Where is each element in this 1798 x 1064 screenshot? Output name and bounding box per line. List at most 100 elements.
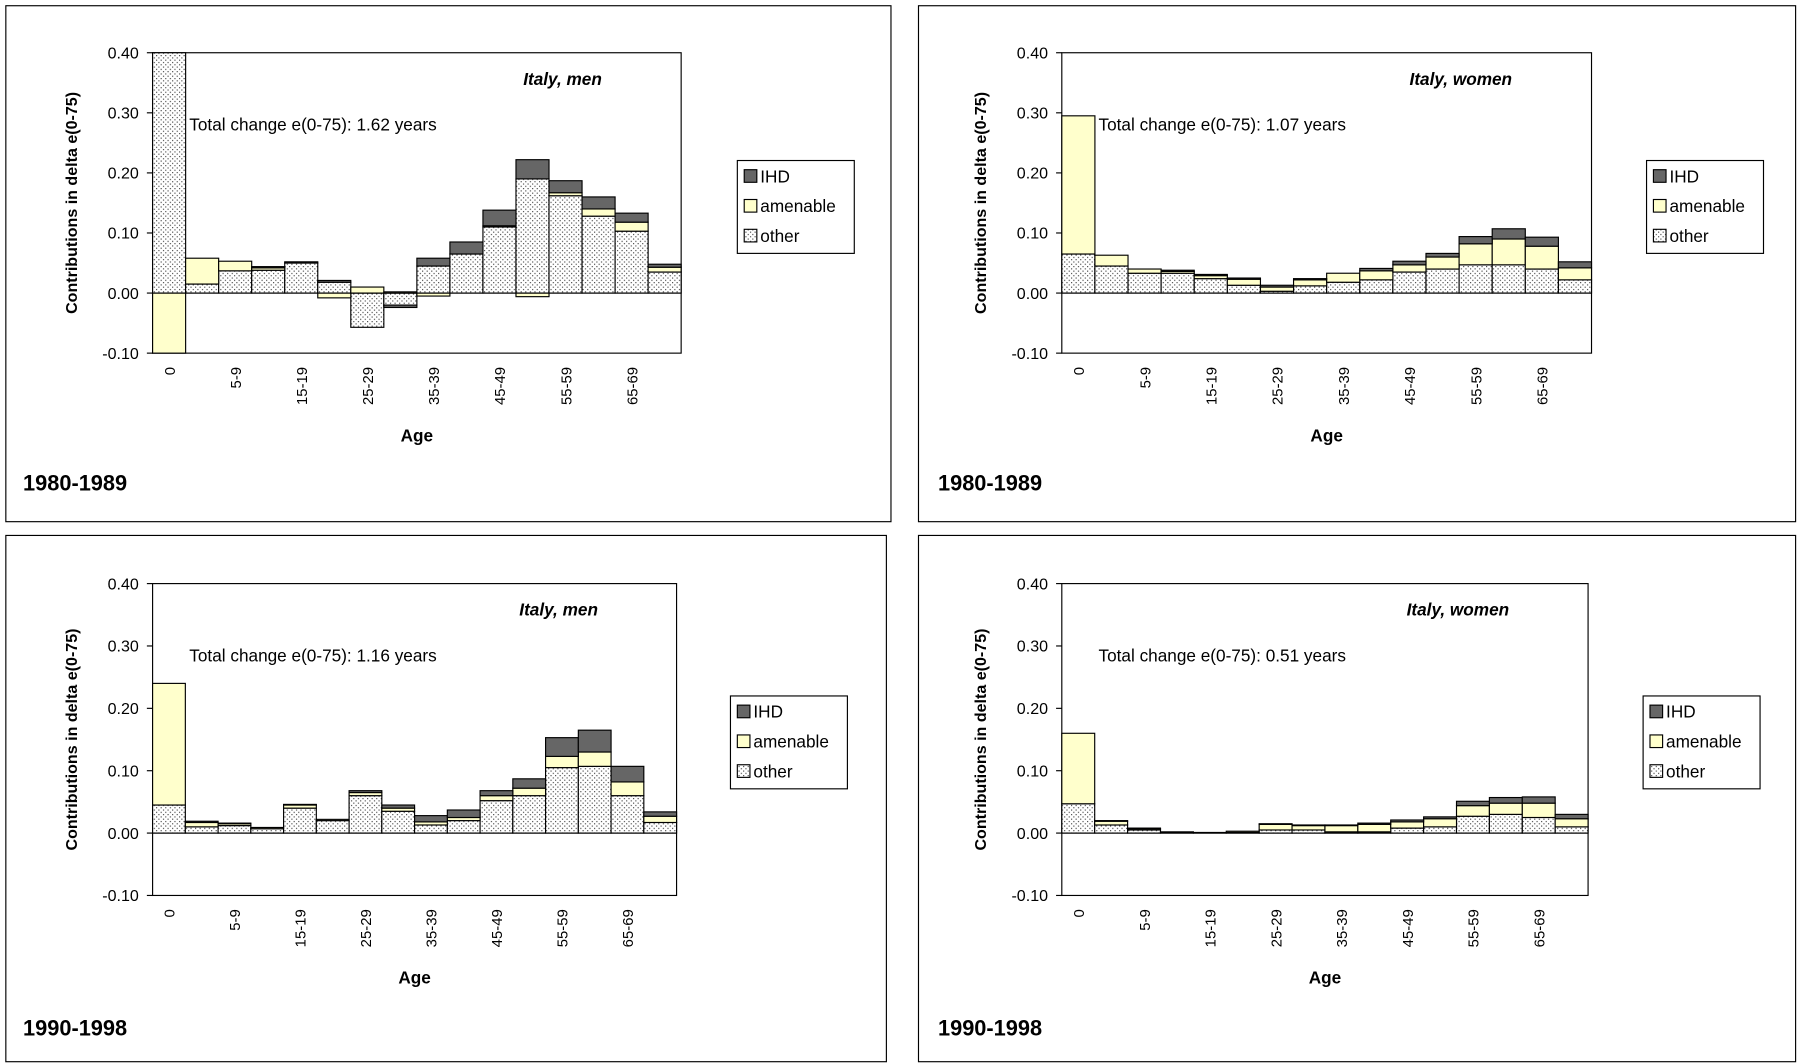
legend-label: IHD <box>1669 166 1699 186</box>
legend-swatch <box>1649 734 1664 749</box>
bar-segment <box>416 265 451 294</box>
y-tick-label: 0.40 <box>1017 44 1048 62</box>
bar-segment <box>184 821 219 828</box>
legend-label: other <box>1669 226 1708 246</box>
legend-swatch <box>1652 198 1667 213</box>
x-tick-label: 35-39 <box>1337 367 1353 405</box>
bar-segment <box>251 269 286 294</box>
bar-segment <box>1292 278 1328 281</box>
bar-segment <box>1390 827 1425 834</box>
panel: 0.40 0.30 0.20 0.10 0.00 -0.10 0 5-9 15-19 25-29 3… <box>5 5 892 523</box>
bar-segment <box>548 195 583 294</box>
bar-segment <box>1390 819 1425 823</box>
bar-segment <box>1127 272 1162 294</box>
bar-segment <box>152 804 186 834</box>
bar-segment <box>479 790 514 797</box>
bar-segment <box>1324 825 1359 833</box>
legend-swatch <box>736 704 751 719</box>
annotation: Total change e(0-75): 1.16 years <box>189 646 436 666</box>
bar-segment <box>545 755 579 769</box>
panel-caption: 1990-1998 <box>938 1015 1042 1040</box>
y-tick-label: 0.00 <box>108 285 139 303</box>
x-tick-label: 0 <box>1072 909 1088 917</box>
bar-segment <box>152 682 186 806</box>
x-tick-label: 55-59 <box>1467 909 1483 947</box>
bar-segment <box>152 292 187 354</box>
x-tick-label: 55-59 <box>1469 367 1485 405</box>
x-tick-label: 45-49 <box>1403 367 1419 405</box>
y-tick-label: 0.30 <box>108 638 139 656</box>
bar-segment <box>284 261 319 264</box>
bar-segment <box>1094 820 1129 822</box>
bar-segment <box>1423 826 1458 834</box>
bar-segment <box>1554 813 1589 820</box>
x-tick-label: 45-49 <box>493 367 509 405</box>
bar-segment <box>614 221 649 232</box>
y-tick-label: -0.10 <box>102 887 139 905</box>
legend-label: other <box>753 761 792 781</box>
bar-segment <box>1491 238 1526 266</box>
bar-segment <box>1455 815 1490 834</box>
bar-segment <box>1458 236 1493 245</box>
bar-segment <box>1425 252 1460 258</box>
bar-segment <box>350 292 385 328</box>
bar-segment <box>317 279 352 283</box>
bar-segment <box>185 283 220 294</box>
y-axis-label: Contributions in delta e(0-75) <box>63 92 81 314</box>
bar-segment <box>1488 796 1523 804</box>
plot-area <box>1061 52 1593 354</box>
bar-segment <box>1392 271 1427 294</box>
bar-segment <box>317 281 352 294</box>
panel-caption: 1980-1989 <box>23 471 127 496</box>
x-tick-label: 25-29 <box>361 367 377 405</box>
bar-segment <box>545 737 579 757</box>
bar-segment <box>515 178 550 294</box>
bar-segment <box>348 795 383 834</box>
bar-segment <box>647 263 682 268</box>
bar-segment <box>315 820 350 834</box>
y-tick-label: 0.30 <box>1017 638 1048 656</box>
bar-segment <box>1292 279 1328 287</box>
bar-segment <box>610 765 645 783</box>
x-axis-label: Age <box>398 968 430 988</box>
bar-segment <box>610 795 645 834</box>
bar-segment <box>217 825 252 834</box>
bar-segment <box>482 209 517 227</box>
chart-title: Italy, women <box>1407 600 1510 620</box>
legend-label: amenable <box>1666 732 1742 752</box>
bar-segment <box>383 304 418 309</box>
bar-segment <box>515 159 550 180</box>
y-tick-label: 0.20 <box>1017 700 1048 718</box>
x-tick-label: 55-59 <box>556 909 572 947</box>
bar-segment <box>512 778 547 789</box>
bar-segment <box>1524 236 1559 247</box>
bar-segment <box>315 818 350 822</box>
bar-segment <box>449 241 484 255</box>
bar-segment <box>1423 816 1458 820</box>
bar-segment <box>1557 279 1593 294</box>
legend-swatch <box>743 228 758 243</box>
y-tick-label: 0.40 <box>108 44 139 62</box>
bar-segment <box>1259 284 1295 288</box>
bar-segment <box>1554 826 1589 834</box>
bar-segment <box>512 795 547 834</box>
bar-segment <box>1458 243 1493 266</box>
panel: 0.40 0.30 0.20 0.10 0.00 -0.10 0 5-9 15-19 25-29 3… <box>917 5 1797 523</box>
bar-segment <box>449 253 484 294</box>
bar-segment <box>577 751 612 767</box>
y-tick-label: -0.10 <box>102 345 139 363</box>
bar-segment <box>577 729 612 753</box>
bar-segment <box>1193 278 1228 294</box>
chart-title: Italy, men <box>519 600 598 620</box>
bar-segment <box>1521 802 1556 819</box>
x-tick-label: 15-19 <box>295 367 311 405</box>
bar-segment <box>217 822 252 825</box>
x-tick-label: 45-49 <box>1401 909 1417 947</box>
bar-segment <box>1291 824 1326 827</box>
bar-segment <box>1425 268 1460 294</box>
bar-segment <box>250 828 285 834</box>
bar-segment <box>446 820 481 834</box>
bar-segment <box>482 226 517 294</box>
legend-label: IHD <box>760 166 790 186</box>
